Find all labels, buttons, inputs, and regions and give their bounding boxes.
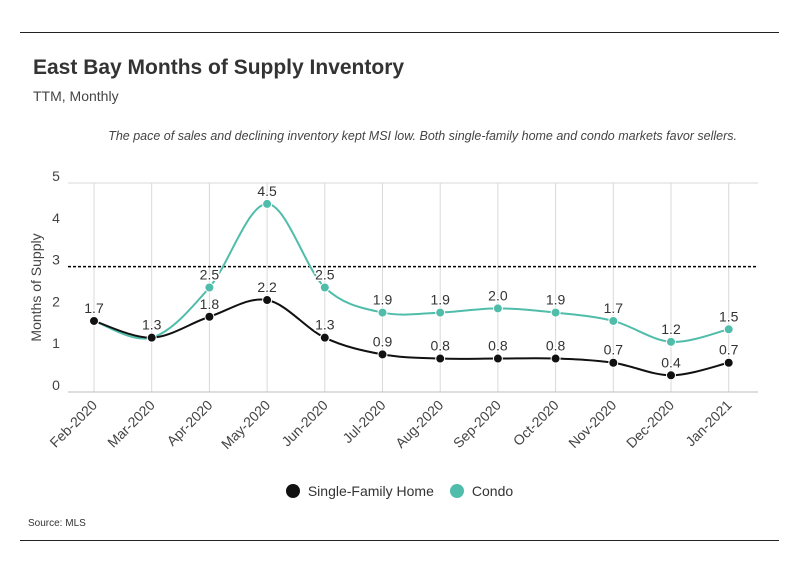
data-point-single-family <box>319 332 330 343</box>
data-point-condo <box>550 307 561 318</box>
x-tick-label: Jul-2020 <box>339 397 388 446</box>
data-label-single-family: 0.7 <box>719 342 739 358</box>
x-tick-label: Feb-2020 <box>46 397 100 451</box>
y-tick-label: 4 <box>52 210 60 226</box>
data-point-single-family <box>377 349 388 360</box>
data-label-single-family: 0.7 <box>604 342 624 358</box>
data-point-condo <box>723 324 734 335</box>
bottom-rule <box>20 540 779 541</box>
data-label-single-family: 1.3 <box>142 317 162 333</box>
data-label-condo: 1.2 <box>661 321 681 337</box>
data-label-single-family: 0.4 <box>661 354 681 370</box>
x-tick-label: Oct-2020 <box>510 397 562 449</box>
data-label-single-family: 1.8 <box>200 296 220 312</box>
line-chart: 0 1 2 3 4 5 Months of Supply Feb-2020 Mar-2020 Ap… <box>28 168 758 452</box>
legend-label-condo: Condo <box>471 483 514 499</box>
data-point-condo <box>204 282 215 293</box>
data-point-single-family <box>723 357 734 368</box>
source-note: Source: MLS <box>28 518 86 529</box>
data-label-condo: 4.5 <box>257 183 277 199</box>
data-label-single-family: 0.8 <box>488 338 508 354</box>
data-label-condo: 2.5 <box>200 267 220 283</box>
series-line-condo <box>93 202 729 343</box>
data-point-condo <box>377 307 388 318</box>
data-label-single-family: 0.8 <box>430 338 450 354</box>
data-point-single-family <box>666 370 676 381</box>
chart-annotation: The pace of sales and declining inventor… <box>108 129 737 143</box>
legend: Single-Family Home Condo <box>0 483 799 499</box>
legend-item-single-family: Single-Family Home <box>285 483 434 499</box>
data-point-condo <box>492 303 503 314</box>
x-tick-label: Aug-2020 <box>392 397 446 451</box>
y-tick-label: 1 <box>52 335 60 351</box>
data-label-single-family: 1.3 <box>315 317 335 333</box>
data-point-condo <box>262 198 273 209</box>
data-point-condo <box>319 282 330 293</box>
data-label-condo: 1.7 <box>604 300 624 316</box>
data-point-single-family <box>262 295 273 306</box>
data-label-condo: 1.9 <box>373 292 393 308</box>
data-label-single-family: 0.8 <box>546 338 566 354</box>
data-point-single-family <box>204 311 215 322</box>
data-point-single-family <box>146 332 157 343</box>
chart-subtitle: TTM, Monthly <box>33 88 119 104</box>
data-label-single-family: 2.2 <box>257 279 277 295</box>
data-point-single-family <box>492 353 503 364</box>
y-tick-label: 2 <box>52 293 60 309</box>
y-axis-label: Months of Supply <box>28 233 44 341</box>
data-point-condo <box>666 336 676 347</box>
x-tick-label: Sep-2020 <box>450 397 504 451</box>
data-label-single-family: 0.9 <box>373 333 393 349</box>
data-point-single-family <box>550 353 561 364</box>
legend-marker-condo <box>449 484 464 498</box>
x-tick-label: Dec-2020 <box>623 397 677 451</box>
y-tick-label: 0 <box>52 377 60 393</box>
legend-label-single-family: Single-Family Home <box>307 483 434 499</box>
x-tick-label: May-2020 <box>218 397 273 452</box>
y-tick-label: 3 <box>52 252 60 268</box>
legend-item-condo: Condo <box>449 483 514 499</box>
x-tick-label: Jan-2021 <box>682 397 735 450</box>
x-tick-label: Nov-2020 <box>565 397 619 451</box>
data-point-condo <box>608 315 619 326</box>
data-label-condo: 1.9 <box>546 292 566 308</box>
data-point-single-family <box>608 357 619 368</box>
data-label-condo: 1.5 <box>719 308 739 324</box>
data-label-single-family: 1.7 <box>84 300 104 316</box>
data-point-single-family <box>89 315 99 326</box>
data-point-single-family <box>435 353 446 364</box>
data-label-condo: 2.0 <box>488 287 508 303</box>
top-rule <box>20 32 779 33</box>
x-tick-label: Jun-2020 <box>278 397 331 450</box>
y-tick-label: 5 <box>52 168 60 184</box>
chart-title: East Bay Months of Supply Inventory <box>33 56 405 79</box>
x-tick-label: Apr-2020 <box>163 397 215 449</box>
legend-marker-single-family <box>285 484 300 498</box>
data-label-condo: 2.5 <box>315 267 335 283</box>
data-label-condo: 1.9 <box>430 292 450 308</box>
data-point-condo <box>435 307 446 318</box>
x-tick-label: Mar-2020 <box>104 397 158 451</box>
